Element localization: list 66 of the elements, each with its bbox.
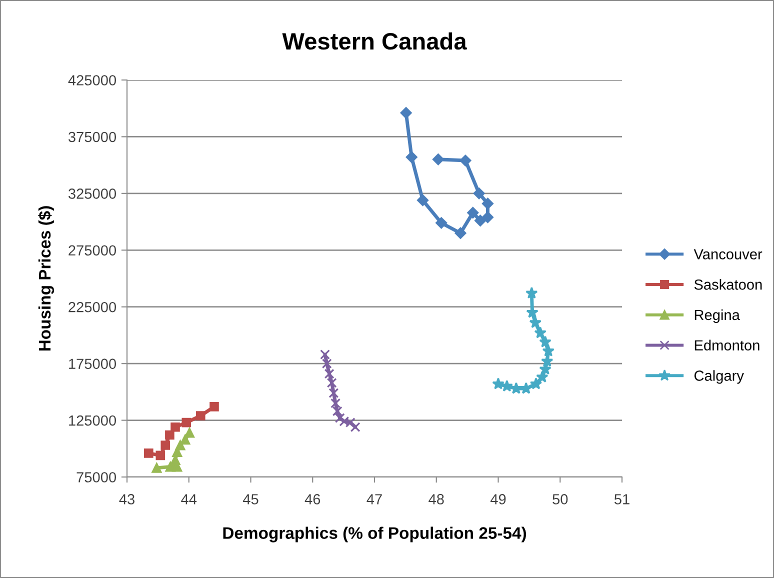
- y-tick-label: 175000: [69, 358, 116, 369]
- x-tick-label: 46: [304, 494, 320, 504]
- point: [492, 378, 504, 390]
- point: [417, 194, 429, 206]
- point: [482, 212, 494, 223]
- point: [330, 398, 341, 408]
- point: [160, 440, 170, 450]
- point: [539, 336, 552, 348]
- point: [324, 368, 334, 379]
- point: [473, 188, 485, 200]
- point: [400, 107, 412, 119]
- point: [526, 286, 538, 299]
- point: [156, 450, 166, 460]
- point: [350, 422, 360, 432]
- x-tick-label: 49: [490, 494, 506, 504]
- point: [180, 434, 190, 445]
- legend-label: Calgary: [694, 370, 744, 384]
- point: [406, 151, 418, 163]
- point: [436, 217, 448, 229]
- point: [460, 154, 472, 166]
- x-tick-label: 44: [181, 494, 197, 504]
- point: [196, 411, 206, 420]
- x-tick-label: 50: [552, 494, 568, 504]
- x-tick-label: 43: [119, 494, 134, 504]
- x-tick-label: 47: [366, 494, 382, 504]
- y-axis-title: Housing Prices ($): [38, 206, 54, 351]
- point: [482, 198, 494, 210]
- x-tick-label: 48: [428, 494, 444, 504]
- x-tick-label: 45: [242, 494, 258, 504]
- point: [529, 316, 542, 328]
- point: [320, 349, 330, 360]
- point: [332, 406, 342, 416]
- point: [474, 214, 486, 226]
- legend-label: Edmonton: [694, 340, 760, 350]
- y-tick-label: 75000: [76, 472, 116, 482]
- chart-title: Western Canada: [282, 32, 467, 50]
- point: [454, 227, 466, 239]
- legend-label: Regina: [694, 309, 740, 324]
- point: [175, 440, 186, 450]
- legend-label: Saskatoon: [694, 279, 762, 290]
- point: [328, 388, 339, 398]
- point: [542, 344, 554, 356]
- point: [467, 206, 479, 218]
- point: [152, 462, 162, 473]
- x-tick-label: 51: [614, 494, 630, 504]
- y-tick-label: 325000: [68, 188, 116, 199]
- point: [184, 428, 194, 438]
- point: [210, 402, 219, 412]
- legend-label: Vancouver: [694, 249, 762, 260]
- point: [165, 430, 174, 440]
- point: [170, 422, 180, 432]
- point: [326, 378, 337, 388]
- y-tick-label: 425000: [68, 75, 116, 86]
- point: [432, 154, 444, 166]
- point: [144, 448, 154, 458]
- point: [530, 378, 542, 390]
- point: [182, 418, 192, 428]
- y-tick-label: 375000: [68, 132, 116, 142]
- x-axis-title: Demographics (% of Population 25-54): [223, 526, 526, 542]
- point: [334, 413, 345, 424]
- y-tick-label: 225000: [68, 302, 116, 312]
- point: [536, 370, 548, 383]
- y-tick-label: 125000: [69, 415, 116, 426]
- y-tick-label: 275000: [68, 245, 116, 256]
- point: [322, 358, 332, 369]
- point: [534, 326, 546, 338]
